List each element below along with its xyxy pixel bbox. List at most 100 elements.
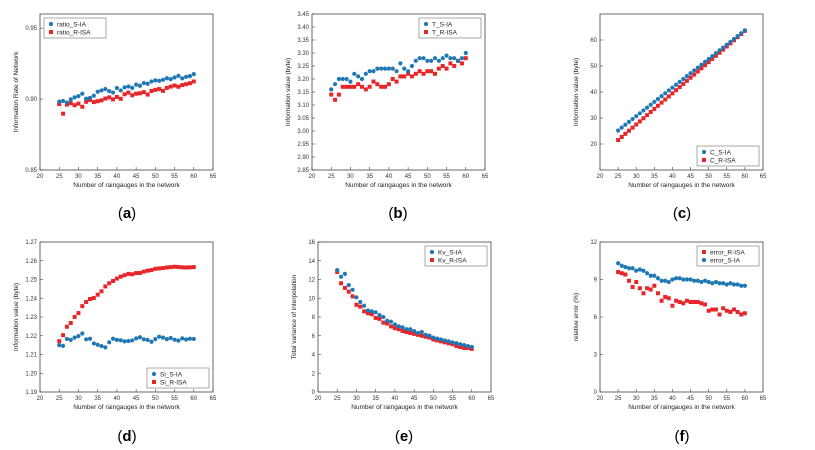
legend-label: Kv_S-IA [438, 249, 463, 256]
data-point [389, 324, 394, 329]
series-error_R-ISA [616, 270, 747, 317]
data-point [358, 299, 363, 305]
data-point [699, 62, 704, 67]
data-point [80, 104, 85, 109]
data-point [57, 339, 62, 344]
panel-caption: (e) [395, 428, 413, 445]
y-tick-label: 16 [308, 240, 315, 246]
legend-marker [424, 30, 428, 34]
y-tick-label: 3.35 [297, 38, 309, 44]
data-point [742, 283, 747, 288]
legend-label: T_S-IA [432, 21, 453, 28]
data-point [354, 302, 359, 307]
data-point [157, 266, 162, 271]
data-point [425, 58, 430, 63]
data-point [413, 58, 418, 63]
x-tick-label: 45 [133, 396, 140, 402]
data-point [164, 76, 169, 81]
x-tick-label: 65 [488, 396, 495, 402]
y-tick-label: 0.85 [25, 168, 37, 174]
data-point [421, 71, 426, 76]
data-point [641, 291, 646, 296]
data-point [419, 329, 424, 335]
x-tick-label: 40 [392, 396, 399, 402]
data-point [652, 99, 657, 104]
data-point [338, 274, 344, 279]
y-tick-label: 3.25 [297, 64, 309, 70]
data-point [458, 342, 463, 347]
data-point [713, 53, 718, 58]
x-tick-label: 35 [651, 396, 658, 402]
x-tick-label: 40 [114, 174, 121, 180]
data-point [455, 58, 461, 63]
data-point [164, 337, 169, 342]
data-point [91, 100, 96, 105]
data-point [713, 51, 719, 56]
x-axis-title: Number of raingauges in the network [628, 182, 735, 189]
data-point [641, 108, 646, 113]
data-point [114, 276, 119, 281]
data-point [107, 89, 112, 94]
chart-panel-d: 20 25 30 35 40 45 50 55 60 65 1.19 1.20 1.21 1.22 1.23… [13, 240, 217, 445]
x-axis-title: Number of raingauges in the network [628, 404, 735, 411]
data-point [72, 315, 77, 319]
data-point [157, 334, 162, 339]
chart-panel-b: 20 25 30 35 40 45 50 55 60 65 2.85 2.90 2.95 3.00 3.05… [285, 12, 489, 222]
x-tick-label: 30 [347, 174, 354, 180]
data-point [137, 83, 143, 88]
legend-marker [151, 371, 157, 377]
data-point [187, 74, 193, 79]
series-C_S-IA [616, 28, 747, 133]
data-point [379, 84, 384, 89]
data-point [149, 268, 154, 273]
data-point [402, 66, 407, 71]
data-point [122, 85, 127, 90]
data-point [122, 92, 127, 97]
data-point [176, 338, 181, 343]
data-point [692, 278, 697, 283]
panel-caption: (f) [675, 428, 690, 445]
data-point [87, 297, 92, 301]
data-point [153, 266, 158, 271]
data-point [623, 131, 628, 136]
data-point [95, 99, 100, 104]
data-point [363, 87, 368, 92]
x-tick-label: 25 [328, 174, 335, 180]
data-point [365, 311, 370, 316]
panel-caption: (d) [117, 428, 136, 445]
y-axis-title: Information value (byte) [13, 283, 20, 351]
data-point [134, 82, 139, 87]
data-point [172, 337, 177, 342]
data-point [634, 114, 639, 119]
x-tick-label: 50 [152, 396, 159, 402]
legend-box [424, 245, 488, 267]
data-point [373, 310, 378, 315]
x-tick-label: 30 [75, 174, 82, 180]
data-point [161, 266, 166, 271]
data-point [72, 103, 77, 108]
data-point [164, 265, 169, 270]
data-point [630, 116, 635, 122]
x-tick-label: 60 [462, 174, 469, 180]
data-point [637, 111, 642, 116]
y-tick-label: 3.10 [297, 103, 309, 109]
x-tick-label: 40 [669, 174, 676, 180]
y-tick-label: 2.85 [297, 168, 309, 174]
data-point [110, 90, 116, 95]
data-point [681, 81, 686, 86]
data-point [616, 270, 621, 274]
legend-label: error_S-IA [710, 257, 741, 264]
legend-marker [701, 257, 707, 263]
y-tick-label: 10 [308, 296, 315, 302]
data-point [348, 84, 353, 89]
data-point [114, 337, 119, 342]
data-point [702, 59, 708, 64]
data-point [359, 84, 364, 89]
data-point [103, 86, 108, 92]
data-point [677, 276, 682, 281]
data-point [435, 336, 440, 341]
data-point [365, 308, 371, 313]
x-tick-label: 30 [633, 396, 640, 402]
x-tick-label: 65 [210, 174, 217, 180]
data-point [381, 320, 386, 325]
